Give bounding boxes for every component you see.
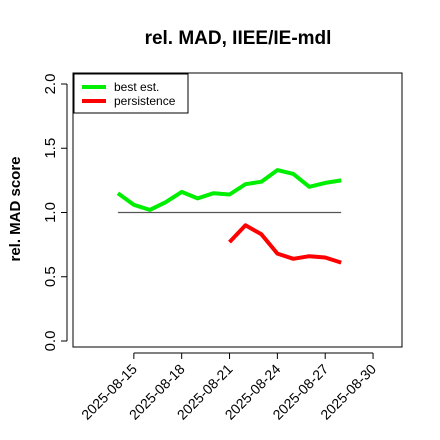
y-tick-label: 0.5 (42, 266, 59, 287)
series-line-persistence (228, 223, 342, 265)
chart-title: rel. MAD, IIEE/IE-mdl (145, 28, 332, 49)
y-axis-label: rel. MAD score (7, 156, 24, 261)
plot-area (116, 168, 342, 265)
y-tick-label: 1.0 (42, 202, 59, 223)
y-tick-label: 0.0 (42, 331, 59, 352)
legend-label-best-est: best est. (114, 80, 159, 94)
legend-box (73, 73, 189, 114)
legend: best est.persistence (73, 73, 189, 114)
plot-frame (72, 72, 403, 348)
x-axis: 2025-08-152025-08-182025-08-212025-08-24… (78, 352, 379, 423)
y-tick-label: 2.0 (42, 74, 59, 95)
series-line-best-est (116, 168, 342, 212)
legend-label-persistence: persistence (114, 94, 176, 108)
y-tick-label: 1.5 (42, 138, 59, 159)
y-axis: 0.0 0.5 1.0 1.5 2.0 (42, 74, 68, 352)
